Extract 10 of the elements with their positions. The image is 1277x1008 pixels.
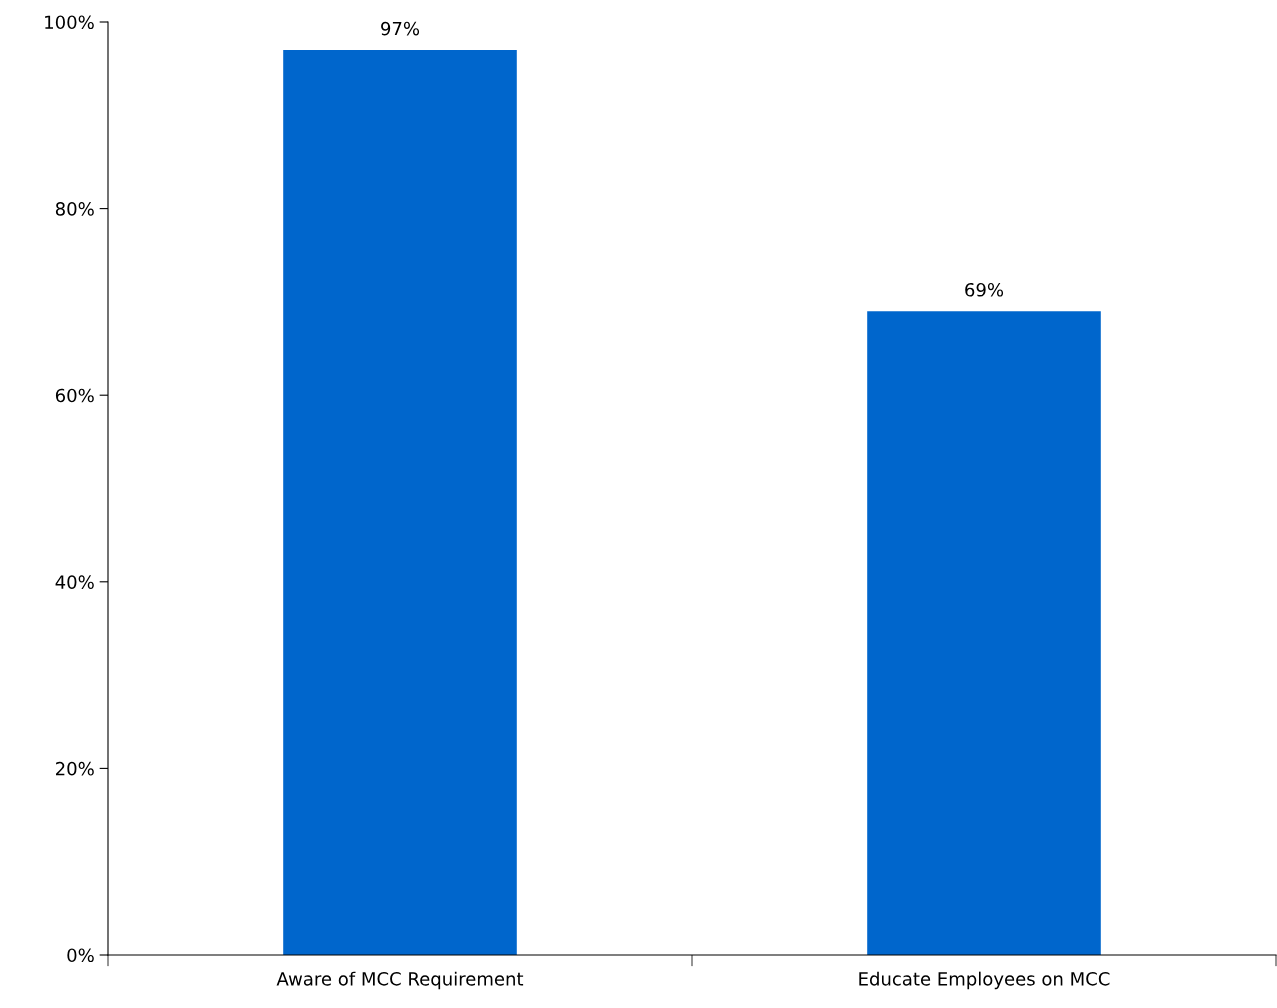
x-tick-label: Educate Employees on MCC xyxy=(859,971,1110,990)
y-tick-label: 100% xyxy=(45,15,94,30)
data-label: 69% xyxy=(965,282,1004,297)
data-label: 97% xyxy=(381,21,420,36)
y-tick-label: 60% xyxy=(55,388,94,403)
y-tick-label: 80% xyxy=(55,202,94,216)
y-tick-label: 0% xyxy=(67,948,94,963)
x-tick-label: Aware of MCC Requirement xyxy=(276,971,524,990)
y-tick-label: 20% xyxy=(56,761,94,776)
y-tick-label: 40% xyxy=(55,575,94,589)
